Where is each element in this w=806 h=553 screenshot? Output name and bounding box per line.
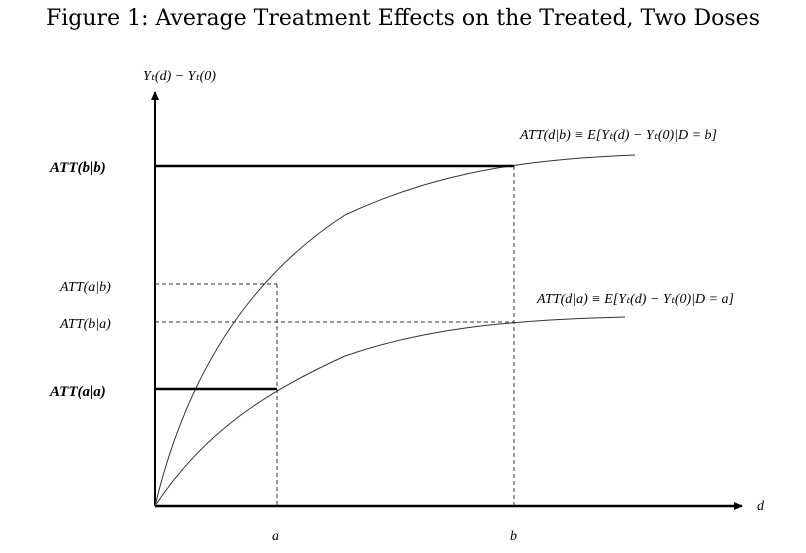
- dose-b-label: b: [510, 529, 517, 544]
- dose-a-label: a: [272, 529, 279, 544]
- att-ab-label: ATT(a|b): [59, 280, 111, 295]
- x-axis-label: d: [757, 499, 765, 514]
- y-axis-label: Yₜ(d) − Yₜ(0): [143, 69, 216, 84]
- lower-curve-label: ATT(d|a) ≡ E[Yₜ(d) − Yₜ(0)|D = a]: [536, 292, 734, 307]
- lower-curve-att-d-given-a: [154, 316, 626, 507]
- upper-curve-att-d-given-b: [154, 154, 636, 507]
- att-aa-label: ATT(a|a): [49, 384, 106, 400]
- upper-curve-label: ATT(d|b) ≡ E[Yₜ(d) − Yₜ(0)|D = b]: [519, 128, 717, 143]
- att-bb-label: ATT(b|b): [49, 160, 106, 176]
- figure-title: Figure 1: Average Treatment Effects on t…: [46, 6, 760, 31]
- att-ba-label: ATT(b|a): [59, 317, 111, 332]
